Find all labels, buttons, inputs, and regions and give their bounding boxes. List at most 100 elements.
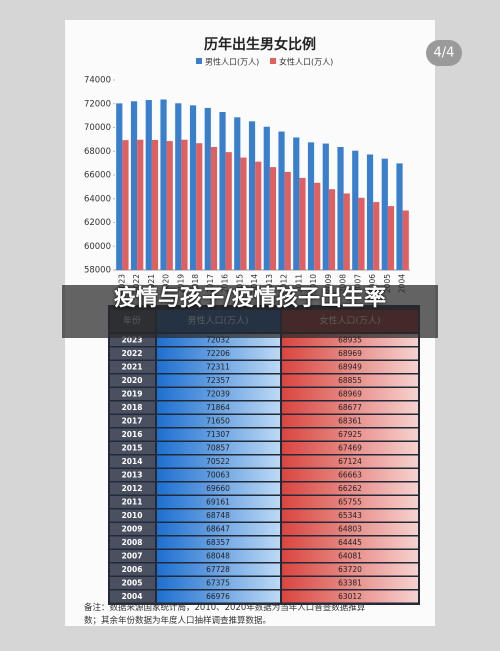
bar [396, 163, 403, 270]
x-tick-label: 2009 [324, 274, 333, 293]
year-label: 2007 [122, 551, 143, 560]
bar [175, 103, 182, 271]
note: 备注：数据来源国家统计局，2010、2020年数据为当年人口普查数据推算数；其余… [84, 602, 366, 626]
bar [381, 158, 388, 270]
male-cell [157, 563, 280, 576]
bar [278, 131, 285, 270]
table-value: 72357 [206, 376, 230, 385]
year-label: 2004 [122, 592, 143, 601]
female-cell [282, 401, 418, 414]
year-cell [110, 563, 155, 576]
legend-swatch [196, 58, 202, 64]
year-label: 2020 [122, 376, 143, 385]
table-value: 66976 [206, 592, 230, 601]
bar [210, 146, 218, 270]
male-cell [157, 590, 280, 603]
chart-title: 历年出生男女比例 [204, 36, 316, 53]
table-value: 68748 [206, 511, 230, 520]
table-value: 70522 [206, 457, 230, 466]
bar [255, 161, 262, 270]
year-label: 2010 [122, 511, 143, 520]
x-tick-label: 2022 [132, 274, 141, 293]
year-label: 2014 [122, 457, 143, 466]
table-value: 67925 [338, 430, 362, 439]
table-value: 68357 [206, 538, 230, 547]
year-cell [110, 536, 155, 549]
bar [293, 137, 300, 270]
bar [240, 157, 247, 270]
badge: 4/4 [434, 46, 455, 61]
year-label: 2005 [122, 578, 143, 587]
table-value: 68855 [338, 376, 362, 385]
female-cell [282, 428, 418, 441]
table-value: 72206 [206, 349, 230, 358]
table-value: 68969 [338, 389, 362, 398]
table-value: 67728 [206, 565, 230, 574]
bar [307, 142, 315, 270]
y-tick-label: 58000 [84, 266, 111, 276]
bar [225, 152, 232, 270]
female-cell [282, 590, 418, 603]
bar [204, 107, 211, 270]
year-cell [110, 523, 155, 535]
x-tick-label: 2014 [250, 274, 259, 293]
female-cell [282, 388, 418, 400]
bar [196, 143, 203, 270]
bar [137, 139, 144, 270]
year-cell [110, 496, 155, 508]
table-value: 64803 [338, 524, 362, 533]
year-label: 2011 [122, 497, 143, 506]
bar [337, 147, 344, 270]
table-value: 71650 [206, 416, 230, 425]
bar [130, 101, 138, 271]
male-cell [157, 361, 280, 373]
table-value: 71307 [206, 430, 230, 439]
x-tick-label: 2021 [147, 274, 156, 293]
x-tick-label: 2015 [235, 274, 244, 293]
table-value: 69161 [206, 497, 230, 506]
table-value: 66262 [338, 484, 362, 493]
year-label: 2016 [122, 430, 143, 439]
year-cell [110, 361, 155, 373]
female-cell [282, 442, 418, 454]
bar [358, 197, 365, 270]
year-cell [110, 482, 155, 495]
female-cell [282, 361, 418, 373]
female-cell [282, 469, 418, 481]
male-cell [157, 536, 280, 549]
table-value: 69660 [206, 484, 230, 493]
x-tick-label: 2013 [265, 274, 274, 293]
x-tick-label: 2010 [309, 274, 318, 293]
table-value: 70063 [206, 470, 230, 479]
female-cell [282, 563, 418, 576]
male-cell [157, 415, 280, 427]
year-cell [110, 415, 155, 427]
bar [116, 103, 123, 271]
y-tick-label: 62000 [84, 218, 111, 228]
overlay-title: 疫情与孩子/疫情孩子出生率 [113, 286, 387, 311]
x-tick-label: 2006 [368, 274, 377, 293]
female-cell [282, 482, 418, 495]
y-tick-label: 72000 [84, 99, 111, 109]
y-tick-label: 60000 [84, 242, 111, 252]
year-label: 2015 [122, 443, 143, 452]
female-cell [282, 536, 418, 549]
x-tick-label: 2011 [294, 274, 303, 293]
table-value: 67124 [338, 457, 362, 466]
year-cell [110, 428, 155, 441]
bar [189, 105, 197, 271]
x-tick-label: 2004 [398, 274, 407, 293]
table-value: 64081 [338, 551, 362, 560]
bar [269, 167, 277, 270]
male-cell [157, 550, 280, 562]
bar [151, 139, 159, 270]
year-cell [110, 577, 155, 589]
bar [284, 171, 291, 270]
bar [352, 150, 359, 270]
y-tick-label: 68000 [84, 147, 111, 157]
table-value: 63012 [338, 592, 362, 601]
female-cell [282, 347, 418, 360]
female-cell [282, 577, 418, 589]
table-value: 63720 [338, 565, 362, 574]
